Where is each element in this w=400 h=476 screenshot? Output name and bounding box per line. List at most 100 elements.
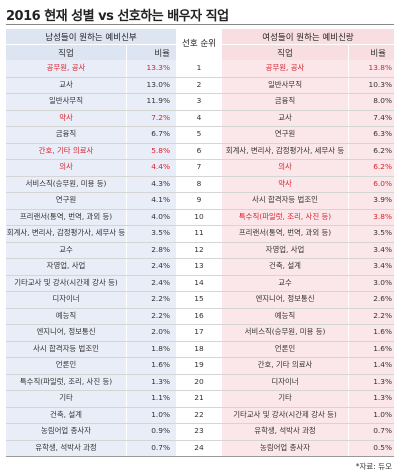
male-pct-cell: 4.3% (151, 178, 170, 188)
female-job-cell: 엔지니어, 정보통신 (255, 294, 315, 303)
female-pct-cell: 1.6% (373, 327, 392, 336)
rank-cell: 11 (194, 228, 204, 237)
row-divider (6, 439, 394, 441)
table-row: 건축, 설계 1.0% 22 기타교사 및 강사(시간제 강사 등) 1.0% (6, 407, 394, 424)
male-header: 남성들이 원하는 예비신부 직업 비율 (6, 29, 176, 60)
male-pct-cell: 13.3% (146, 63, 170, 72)
rank-cell: 1 (196, 63, 202, 72)
female-pct-cell: 7.4% (373, 112, 392, 122)
male-column-separator (126, 45, 127, 456)
rank-cell: 20 (194, 376, 204, 386)
row-divider (6, 225, 394, 226)
female-job-cell: 디자이너 (271, 376, 299, 386)
rank-cell: 22 (194, 409, 204, 419)
table-row: 공무원, 공사 13.3% 1 공무원, 공사 13.8% (6, 60, 394, 77)
male-pct-cell: 1.1% (151, 393, 170, 402)
male-job-cell: 언론인 (55, 360, 77, 369)
female-pct-cell: 2.2% (373, 310, 392, 320)
female-header: 여성들이 원하는 예비신랑 직업 비율 (222, 29, 394, 60)
female-job-cell: 농림어업 종사자 (260, 442, 310, 452)
table-row: 자영업, 사업 2.4% 13 건축, 설계 3.4% (6, 258, 394, 275)
table-row: 특수직(파일럿, 조리, 사진 등) 1.3% 20 디자이너 1.3% (6, 374, 394, 391)
rank-cell: 7 (196, 162, 202, 171)
female-pct-cell: 1.0% (373, 409, 392, 419)
female-pct-cell: 2.6% (373, 294, 392, 303)
female-job-cell: 서비스직(승무원, 미용 등) (244, 327, 326, 336)
table-row: 회계사, 변리사, 감정평가사, 세무사 등 3.5% 11 프리랜서(통역, 번역,… (6, 225, 394, 242)
female-job-cell: 의사 (278, 162, 292, 171)
female-pct-cell: 1.3% (373, 376, 392, 386)
female-pct-cell: 0.5% (373, 442, 392, 452)
title-rule (6, 24, 394, 25)
rank-cell: 21 (194, 393, 204, 402)
row-divider (6, 390, 394, 391)
female-job-cell: 교사 (278, 112, 292, 122)
male-job-cell: 예능직 (55, 310, 77, 320)
row-divider (6, 208, 394, 210)
table-bottom-rule (6, 456, 394, 457)
female-job-cell: 건축, 설계 (269, 261, 301, 270)
rank-cell: 4 (196, 112, 202, 122)
female-job-cell: 공무원, 공사 (265, 63, 305, 72)
female-header-title: 여성들이 원하는 예비신랑 (262, 33, 354, 43)
rank-cell: 24 (194, 442, 204, 452)
female-pct-cell: 3.8% (373, 211, 392, 221)
female-pct-cell: 3.5% (373, 228, 392, 237)
female-pct-cell: 3.0% (373, 277, 392, 287)
female-job-cell: 교수 (278, 277, 292, 287)
female-pct-cell: 6.2% (373, 162, 392, 171)
table-row: 서비스직(승무원, 미용 등) 4.3% 8 약사 6.0% (6, 176, 394, 193)
male-pct-cell: 4.0% (151, 211, 170, 221)
male-job-cell: 건축, 설계 (50, 409, 82, 419)
source-note: *자료: 듀오 (355, 462, 392, 471)
male-job-cell: 특수직(파일럿, 조리, 사진 등) (19, 376, 113, 386)
female-job-cell: 유학생, 석박사 과정 (254, 426, 316, 435)
rank-cell: 19 (194, 360, 204, 369)
male-job-cell: 기타 (59, 393, 73, 402)
row-divider (6, 175, 394, 177)
table-row: 유학생, 석박사 과정 0.7% 24 농림어업 종사자 0.5% (6, 440, 394, 457)
male-job-cell: 금융직 (55, 129, 77, 138)
male-pct-cell: 4.1% (151, 195, 170, 204)
rank-cell: 2 (196, 79, 202, 89)
row-divider (6, 274, 394, 276)
page-title: 2016 현재 성별 vs 선호하는 배우자 직업 (6, 9, 229, 24)
rank-header: 선호 순위 (182, 39, 216, 49)
female-job-cell: 일반사무직 (268, 79, 302, 89)
male-pct-cell: 2.4% (151, 277, 170, 287)
male-pct-cell: 1.0% (151, 409, 170, 419)
row-divider (6, 406, 394, 408)
male-pct-cell: 1.8% (151, 343, 170, 353)
rank-cell: 6 (196, 145, 202, 155)
rank-cell: 5 (196, 129, 202, 138)
male-pct-cell: 3.5% (151, 228, 170, 237)
male-job-cell: 서비스직(승무원, 미용 등) (25, 178, 107, 188)
row-divider (6, 373, 394, 375)
rank-cell: 16 (194, 310, 204, 320)
rank-cell: 3 (196, 96, 202, 105)
table-row: 사시 합격자등 법조인 1.8% 18 언론인 1.6% (6, 341, 394, 358)
rank-cell: 13 (194, 261, 204, 270)
female-column-separator (348, 45, 349, 456)
female-pct-header: 비율 (370, 49, 386, 59)
male-pct-cell: 4.4% (151, 162, 170, 171)
male-job-cell: 의사 (59, 162, 73, 171)
female-pct-cell: 1.4% (373, 360, 392, 369)
female-pct-cell: 1.6% (373, 343, 392, 353)
male-job-cell: 엔지니어, 정보통신 (36, 327, 96, 336)
row-divider (6, 126, 394, 127)
male-job-cell: 회계사, 변리사, 감정평가사, 세무사 등 (6, 228, 126, 237)
female-header-divider (222, 44, 394, 45)
row-divider (6, 258, 394, 259)
table-row: 금융직 6.7% 5 연구원 6.3% (6, 126, 394, 143)
female-pct-cell: 6.2% (373, 145, 392, 155)
male-job-cell: 교수 (59, 244, 73, 254)
table-row: 엔지니어, 정보통신 2.0% 17 서비스직(승무원, 미용 등) 1.6% (6, 324, 394, 341)
male-job-cell: 자영업, 사업 (46, 261, 86, 270)
female-pct-cell: 10.3% (368, 79, 392, 89)
female-job-cell: 특수직(파일럿, 조리, 사진 등) (238, 211, 332, 221)
female-pct-cell: 3.4% (373, 244, 392, 254)
row-divider (6, 291, 394, 292)
male-pct-cell: 2.2% (151, 294, 170, 303)
row-divider (6, 241, 394, 243)
